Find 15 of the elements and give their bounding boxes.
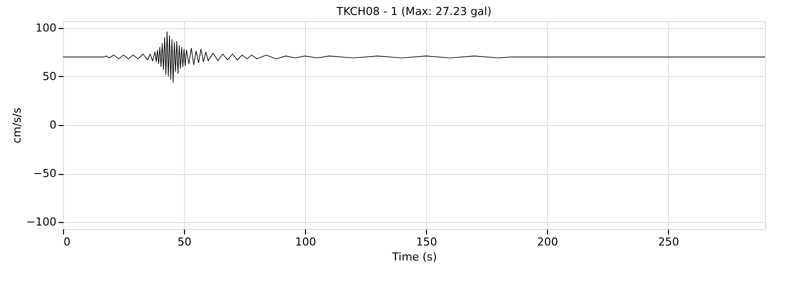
x-axis-title: Time (s) — [391, 250, 437, 264]
y-tick-label: −50 — [33, 167, 56, 180]
y-tick-label: 100 — [36, 21, 56, 34]
x-tick-label: 100 — [295, 236, 316, 248]
x-tick-label: 250 — [658, 236, 680, 248]
y-tick-label: −100 — [26, 216, 56, 229]
y-tick-label: 0 — [50, 118, 56, 132]
line-series — [62, 31, 766, 83]
x-tick-label: 50 — [178, 236, 192, 248]
x-tick-label: 200 — [537, 236, 558, 248]
x-tick-label: 0 — [64, 236, 70, 248]
y-tick-label: 50 — [42, 70, 56, 83]
y-axis-title: cm/s/s — [10, 107, 24, 144]
x-tick-label: 150 — [416, 236, 438, 248]
chart-title: TKCH08 - 1 (Max: 27.23 gal) — [335, 5, 492, 18]
